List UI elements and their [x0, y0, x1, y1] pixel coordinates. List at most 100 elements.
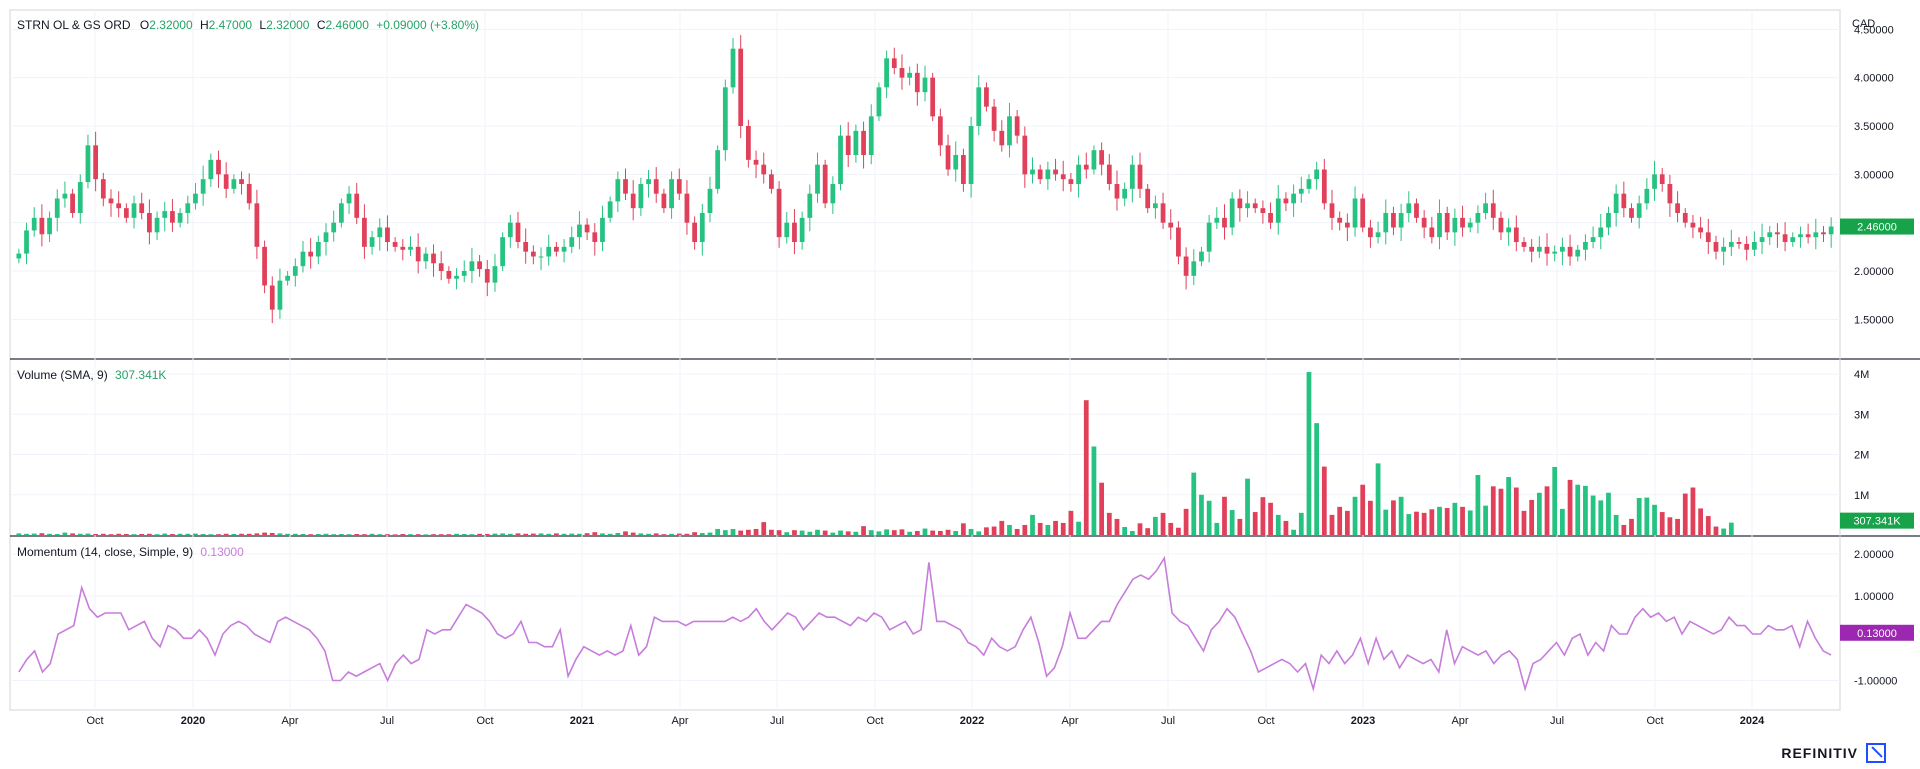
- price-candle: [292, 266, 298, 276]
- price-candle: [354, 193, 360, 218]
- price-candle: [853, 130, 859, 155]
- volume-bar: [569, 533, 575, 535]
- price-candle: [1199, 251, 1204, 262]
- price-candle: [722, 87, 728, 151]
- volume-bar: [730, 528, 736, 535]
- volume-bar: [193, 533, 198, 535]
- x-tick-label: Apr: [671, 715, 688, 727]
- volume-bar: [1414, 511, 1419, 535]
- price-candle: [792, 222, 797, 242]
- volume-bar: [1014, 528, 1020, 535]
- volume-bar: [530, 533, 536, 535]
- brand-name: REFINITIV: [1781, 745, 1858, 761]
- momentum-tick-label: 1.00000: [1854, 591, 1894, 603]
- x-tick-label: Apr: [1061, 715, 1078, 727]
- price-candle: [692, 222, 698, 242]
- price-candle: [1805, 234, 1811, 238]
- price-candle: [838, 135, 843, 184]
- price-candle: [131, 203, 137, 218]
- price-candle: [1659, 174, 1665, 184]
- volume-bar: [1291, 529, 1296, 535]
- price-candle: [945, 145, 951, 170]
- price-candle: [346, 193, 352, 204]
- price-candle: [200, 179, 206, 194]
- volume-bar: [1659, 512, 1665, 535]
- volume-bar: [1168, 522, 1174, 535]
- price-candle: [1790, 237, 1796, 242]
- price-candle: [170, 211, 175, 223]
- price-candle: [569, 237, 575, 247]
- volume-bar: [907, 531, 913, 535]
- volume-bar: [1160, 512, 1166, 535]
- volume-bar: [1007, 524, 1012, 535]
- volume-bar: [438, 534, 444, 535]
- price-candle: [638, 184, 644, 209]
- price-candle: [1076, 164, 1081, 184]
- momentum-legend: Momentum (14, close, Simple, 9) 0.13000: [17, 545, 244, 559]
- volume-bar: [323, 533, 329, 535]
- volume-bar: [454, 533, 459, 535]
- price-candle: [1022, 135, 1028, 175]
- price-candle: [676, 179, 682, 194]
- price-candle: [1552, 251, 1558, 254]
- volume-bar: [1060, 522, 1066, 535]
- price-candle: [1206, 222, 1212, 252]
- volume-bar: [54, 533, 60, 535]
- volume-bar: [415, 534, 421, 535]
- volume-bar: [1613, 514, 1619, 535]
- volume-bar: [331, 534, 337, 535]
- price-candle: [600, 217, 605, 242]
- momentum-tick-label: -1.00000: [1854, 675, 1897, 687]
- volume-bar: [507, 533, 513, 535]
- volume-bar: [1682, 493, 1688, 535]
- price-candle: [776, 188, 782, 238]
- price-candle: [300, 251, 306, 267]
- volume-bar: [792, 530, 797, 535]
- open-label: O: [139, 18, 150, 32]
- volume-bar: [1252, 512, 1258, 535]
- price-candle: [784, 222, 790, 238]
- price-candle: [1030, 169, 1035, 175]
- volume-bar: [815, 529, 820, 535]
- price-candle: [961, 155, 966, 184]
- price-tick-label: 1.50000: [1854, 314, 1894, 326]
- volume-bar: [1598, 500, 1604, 535]
- price-candle: [769, 174, 774, 189]
- volume-bar: [392, 534, 398, 535]
- last-price-badge: [1840, 218, 1914, 235]
- volume-bar: [1106, 512, 1112, 535]
- price-candle: [423, 253, 429, 262]
- price-candle: [738, 48, 744, 126]
- price-candle: [362, 217, 367, 247]
- price-candle: [1513, 227, 1519, 242]
- volume-bar: [1398, 496, 1404, 535]
- price-candle: [1314, 169, 1320, 180]
- volume-bar: [538, 533, 544, 535]
- price-candle: [646, 179, 651, 184]
- volume-bar: [945, 529, 951, 535]
- price-candle: [1191, 261, 1197, 276]
- x-tick-label: Jul: [1550, 715, 1564, 727]
- volume-bar: [1306, 372, 1312, 535]
- volume-bar: [1176, 527, 1181, 535]
- volume-bar: [1444, 508, 1450, 535]
- price-candle: [1598, 227, 1604, 238]
- price-candle: [1237, 198, 1243, 209]
- volume-bar: [684, 533, 690, 535]
- price-candle: [1775, 232, 1780, 235]
- price-candle: [999, 130, 1005, 146]
- volume-bar: [1183, 508, 1189, 535]
- volume-bar: [753, 528, 759, 535]
- volume-tick-label: 3M: [1854, 409, 1869, 421]
- price-candle: [807, 193, 813, 218]
- volume-bar: [999, 520, 1005, 535]
- volume-bar: [385, 534, 390, 535]
- price-candle: [1321, 169, 1327, 204]
- volume-last-label: 307.341K: [1853, 516, 1901, 528]
- price-candle: [185, 203, 191, 213]
- price-candle: [1544, 246, 1550, 254]
- volume-bar: [630, 532, 636, 535]
- price-candle: [47, 217, 52, 235]
- price-candle: [1275, 198, 1281, 223]
- price-candle: [54, 198, 60, 218]
